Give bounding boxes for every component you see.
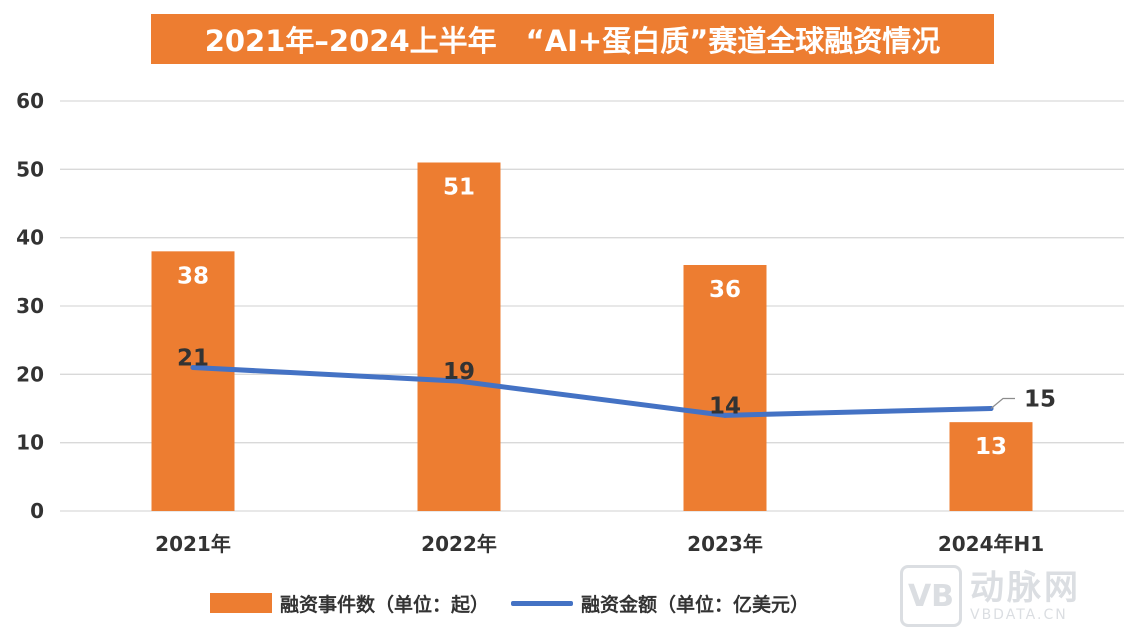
line-point-0 — [190, 365, 196, 370]
bar-value-label-3: 13 — [975, 434, 1007, 460]
line-value-label-0: 21 — [177, 346, 209, 372]
x-tick-label-2: 2023年 — [687, 532, 763, 556]
x-tick-label-1: 2022年 — [421, 532, 497, 556]
bar-value-label-0: 38 — [177, 263, 209, 289]
line-value-label-2: 14 — [709, 393, 741, 419]
chart-title: 2021年–2024上半年 “AI+蛋白质”赛道全球融资情况 — [204, 24, 941, 58]
line-point-2 — [722, 412, 728, 418]
watermark: VB 动脉网 VBDATA.CN — [900, 560, 1130, 632]
y-axis: 0 10 20 30 40 50 60 — [16, 89, 44, 523]
legend-bar-label: 融资事件数（单位：起） — [280, 593, 490, 616]
line-label-leader-3 — [990, 397, 1015, 409]
line-path — [190, 365, 994, 418]
x-axis: 2021年 2022年 2023年 2024年H1 — [155, 532, 1044, 556]
y-tick-label-50: 50 — [16, 157, 44, 181]
bar-0 — [151, 251, 235, 512]
y-tick-label-20: 20 — [16, 362, 44, 386]
x-tick-label-0: 2021年 — [155, 532, 231, 556]
grid-layer — [60, 100, 1124, 512]
watermark-en: VBDATA.CN — [970, 607, 1068, 623]
line-value-label-3: 15 — [1024, 387, 1056, 413]
y-tick-label-60: 60 — [16, 89, 44, 113]
data-labels: 38 51 36 13 21 19 14 15 — [177, 175, 1056, 461]
chart-title-banner: 2021年–2024上半年 “AI+蛋白质”赛道全球融资情况 — [151, 14, 994, 64]
y-tick-label-40: 40 — [16, 226, 44, 250]
line-series — [190, 365, 994, 418]
x-tick-label-3: 2024年H1 — [938, 532, 1044, 556]
line-point-1 — [456, 378, 462, 384]
watermark-text: 动脉网 VBDATA.CN — [970, 569, 1081, 623]
legend-bar-swatch — [210, 593, 272, 613]
bar-series — [151, 162, 1033, 512]
bar-2 — [683, 265, 767, 511]
watermark-cn: 动脉网 — [970, 568, 1081, 608]
y-tick-label-10: 10 — [16, 431, 44, 455]
bar-value-label-1: 51 — [443, 175, 475, 201]
bar-1 — [417, 162, 501, 511]
line-value-label-1: 19 — [443, 359, 475, 385]
bar-value-label-2: 36 — [709, 277, 741, 303]
watermark-logo-icon: VB — [900, 565, 962, 627]
bar-3 — [949, 422, 1033, 511]
legend: 融资事件数（单位：起） 融资金额（单位：亿美元） — [210, 588, 831, 618]
legend-item-bar: 融资事件数（单位：起） — [210, 590, 489, 617]
legend-line-label: 融资金额（单位：亿美元） — [581, 593, 810, 616]
y-tick-label-30: 30 — [16, 294, 44, 318]
legend-item-line: 融资金额（单位：亿美元） — [511, 590, 809, 617]
legend-line-swatch — [511, 600, 574, 606]
y-tick-label-0: 0 — [30, 499, 44, 523]
